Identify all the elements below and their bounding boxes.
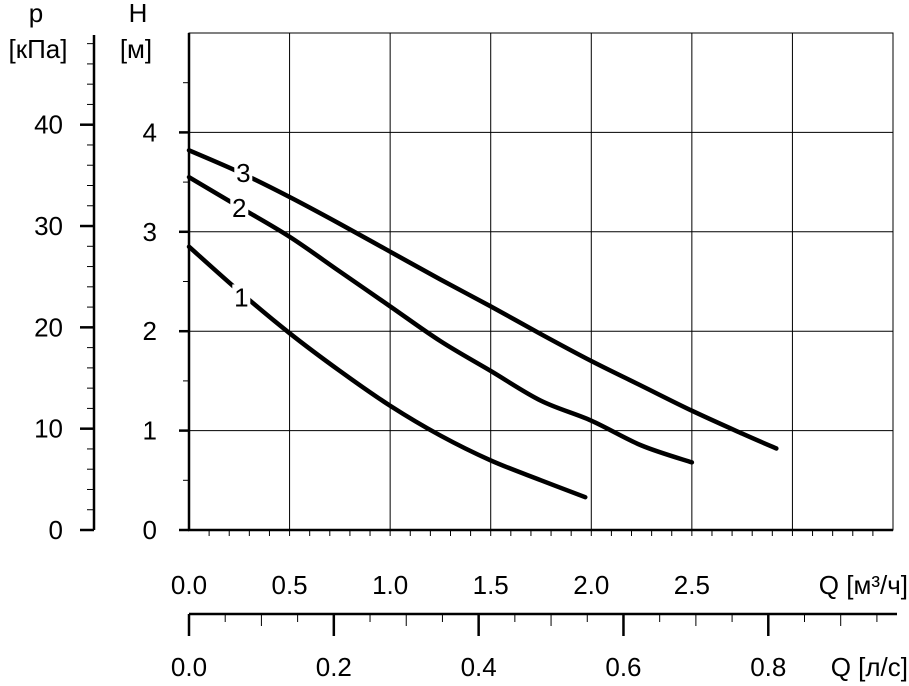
head-tick-label: 0 xyxy=(143,515,157,545)
pump-curve-3 xyxy=(186,148,779,451)
head-tick-label: 2 xyxy=(143,316,157,346)
curve-label-background xyxy=(234,160,253,187)
pressure-tick-label: 0 xyxy=(49,515,63,545)
curve-label-1: 1 xyxy=(234,282,248,312)
flow-ls-tick-label: 0.6 xyxy=(605,652,641,682)
flow-axis-ls: 0.0 0.2 0.4 0.6 0.8 Q [л/с] xyxy=(171,612,908,682)
flow-tick-label: 1.5 xyxy=(473,570,509,600)
pressure-tick-label: 30 xyxy=(34,211,63,241)
pressure-axis-symbol: p xyxy=(29,0,43,28)
pump-curves xyxy=(186,148,779,500)
pressure-tick-label: 10 xyxy=(34,414,63,444)
flow-tick-label: 0.0 xyxy=(171,570,207,600)
flow-axis-m3h: 0.0 0.5 1.0 1.5 2.0 2.5 Q [м³/ч] xyxy=(171,530,908,600)
flow-ls-tick-label: 0.0 xyxy=(171,652,207,682)
pressure-tick-label: 40 xyxy=(34,110,63,140)
head-tick-label: 1 xyxy=(143,416,157,446)
plot-grid xyxy=(187,32,894,532)
head-axis: H [м] 0 1 2 3 4 xyxy=(120,0,189,545)
curve-label-2: 2 xyxy=(232,193,246,223)
pressure-tick-label: 20 xyxy=(34,312,63,342)
flow-tick-label: 2.5 xyxy=(674,570,710,600)
pressure-axis-unit: [кПа] xyxy=(9,34,68,64)
pressure-axis: p [кПа] 0 10 20 30 40 xyxy=(9,0,96,545)
flow-axis-m3h-label: Q [м³/ч] xyxy=(819,570,908,600)
flow-ls-tick-label: 0.2 xyxy=(316,652,352,682)
pump-curve-2 xyxy=(186,174,695,465)
head-tick-label: 4 xyxy=(143,117,157,147)
curve-labels: 3 2 1 xyxy=(230,158,253,312)
head-axis-unit: [м] xyxy=(120,34,152,64)
curve-label-3: 3 xyxy=(236,158,250,188)
head-axis-symbol: H xyxy=(129,0,148,28)
flow-axis-ls-label: Q [л/с] xyxy=(831,652,908,682)
curve-label-background xyxy=(232,284,251,311)
flow-ls-tick-label: 0.4 xyxy=(461,652,497,682)
flow-tick-label: 2.0 xyxy=(573,570,609,600)
flow-tick-label: 0.5 xyxy=(271,570,307,600)
curve-label-background xyxy=(230,194,249,221)
flow-ls-tick-label: 0.8 xyxy=(750,652,786,682)
head-tick-label: 3 xyxy=(143,217,157,247)
flow-tick-label: 1.0 xyxy=(372,570,408,600)
plot-frame xyxy=(188,32,894,531)
